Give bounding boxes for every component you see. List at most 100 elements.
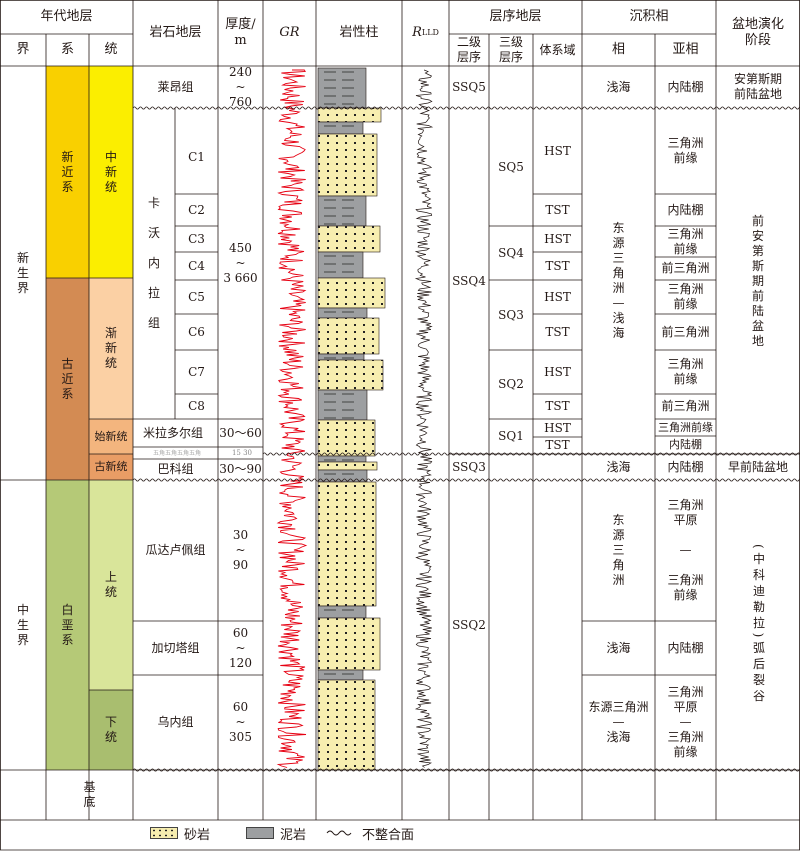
unconformity-ssq2 <box>132 478 800 482</box>
member-c8: C8 <box>188 399 205 413</box>
thick-wunei: 60 ~ 305 <box>229 700 252 744</box>
tract-tst-sq4: TST <box>545 258 570 273</box>
ssq3: SSQ3 <box>452 459 486 474</box>
fill-eocene <box>89 419 133 454</box>
mudstone-bed-18 <box>317 605 367 619</box>
subfacies-11: 内陆棚 <box>669 438 702 452</box>
litho-miradol: 米拉多尔组 <box>143 425 204 440</box>
header-era: 界 <box>16 41 30 57</box>
subfacies-15: 三角洲 平原 — 三角洲 前缘 <box>667 685 704 759</box>
tract-tst-sq3: TST <box>545 324 570 339</box>
subfacies-5: 前三角洲 <box>661 261 710 275</box>
member-c4: C4 <box>188 258 205 273</box>
mudstone-bed-10 <box>317 353 365 361</box>
ssq4: SSQ4 <box>452 273 486 288</box>
rlld-curve <box>414 69 434 768</box>
mudstone-swatch-icon <box>246 827 275 839</box>
fill-paleogene <box>46 278 89 480</box>
thick-bake: 30～90 <box>219 462 262 476</box>
gr-curve <box>276 69 308 768</box>
sq3: SQ3 <box>498 307 524 322</box>
member-c1: C1 <box>188 150 205 164</box>
subfacies-1: 内陆棚 <box>667 79 704 94</box>
subfacies-8: 三角洲 前缘 <box>667 357 704 386</box>
facies-shallow-low: 浅海 <box>606 640 631 655</box>
header-basin: 盆地演化 阶段 <box>731 16 784 48</box>
ssq5: SSQ5 <box>452 79 486 94</box>
sandstone-bed-1 <box>317 107 382 123</box>
tract-hst-sq5: HST <box>544 143 571 158</box>
litho-guada: 瓜达卢佩组 <box>145 543 206 557</box>
sandstone-bed-11 <box>317 359 384 391</box>
tract-tst-sq1: TST <box>545 438 570 452</box>
rlld-main: R <box>412 24 422 40</box>
thick-kawo: 450 ~ 3 660 <box>223 241 258 285</box>
system-neogene: 新 近 系 <box>61 149 74 194</box>
series-eocene: 始新统 <box>94 429 128 443</box>
header-litho: 岩石地层 <box>149 24 202 40</box>
legend-sand-label: 砂岩 <box>184 827 211 843</box>
sandstone-bed-7 <box>317 277 386 309</box>
fill-upper-cretaceous <box>89 480 133 690</box>
thick-laiang: 240 ~ 760 <box>229 64 252 109</box>
member-c5: C5 <box>188 289 205 304</box>
tract-hst-sq1: HST <box>544 421 571 435</box>
sandstone-swatch-icon <box>150 827 178 839</box>
mudstone-bed-14 <box>317 455 367 463</box>
sandstone-bed-3 <box>317 133 378 197</box>
member-c6: C6 <box>188 324 205 339</box>
ssq2: SSQ2 <box>452 617 486 632</box>
subfacies-4: 三角洲 前缘 <box>667 226 704 256</box>
litho-kawo: 卡 沃 内 拉 组 <box>147 196 160 330</box>
facies-shallow-mid: 浅海 <box>606 459 631 474</box>
litho-jiaqie: 加切塔组 <box>151 640 200 655</box>
sandstone-bed-9 <box>317 317 380 355</box>
header-thickness: 厚度/ m <box>225 16 256 48</box>
unconformity-ssq3 <box>262 452 800 456</box>
litho-wunei: 乌内组 <box>157 715 194 729</box>
era-mesozoic: 中 生 界 <box>16 602 29 647</box>
header-rlld: R LLD <box>402 0 449 66</box>
sandstone-bed-17 <box>317 481 377 607</box>
sandstone-bed-15 <box>317 461 378 471</box>
litho-bake: 巴科组 <box>157 462 194 476</box>
header-seq3: 三级 层序 <box>498 35 523 64</box>
sq4: SQ4 <box>498 245 524 260</box>
series-oligocene: 渐 新 统 <box>104 326 117 370</box>
fill-paleocene <box>89 454 133 480</box>
sq5: SQ5 <box>498 159 524 174</box>
header-facies-main: 相 <box>611 41 625 57</box>
system-basement: 基 底 <box>83 780 96 809</box>
tract-hst-sq2: HST <box>544 364 571 379</box>
series-paleocene: 古新统 <box>94 460 128 474</box>
series-lower: 下 统 <box>104 715 117 744</box>
header-facies-sub: 亚相 <box>672 41 699 57</box>
rlld-sub: LLD <box>421 28 439 37</box>
thick-guada: 30 ~ 90 <box>232 528 249 572</box>
system-paleogene: 古 近 系 <box>61 356 74 401</box>
header-facies: 沉积相 <box>629 8 669 24</box>
tract-hst-sq3: HST <box>544 289 571 304</box>
member-c2: C2 <box>188 202 205 217</box>
header-lith-column: 岩性柱 <box>339 24 379 40</box>
header-series: 统 <box>104 41 118 57</box>
facies-shallow-top: 浅海 <box>606 79 631 94</box>
fill-cretaceous <box>46 480 89 770</box>
subfacies-7: 前三角洲 <box>661 324 710 339</box>
sandstone-bed-13 <box>317 419 376 457</box>
header-tract: 体系域 <box>539 42 576 57</box>
fill-oligocene <box>89 278 133 419</box>
facies-dongyuan-delta: 东 源 三 角 洲 <box>612 513 625 587</box>
header-seq2: 二级 层序 <box>456 35 481 64</box>
litho-scrap: 五角五角五角五角 <box>152 449 201 457</box>
header-seq: 层序地层 <box>489 8 542 24</box>
subfacies-9: 前三角洲 <box>661 399 710 413</box>
header-system: 系 <box>60 41 74 57</box>
tract-hst-sq4: HST <box>544 231 571 246</box>
era-cenozoic: 新 生 界 <box>16 250 29 295</box>
series-upper: 上 统 <box>104 570 117 599</box>
subfacies-12: 内陆棚 <box>667 459 704 474</box>
unconformity-ssq5 <box>132 106 800 110</box>
thick-jiaqie: 60 ~ 120 <box>229 625 252 670</box>
